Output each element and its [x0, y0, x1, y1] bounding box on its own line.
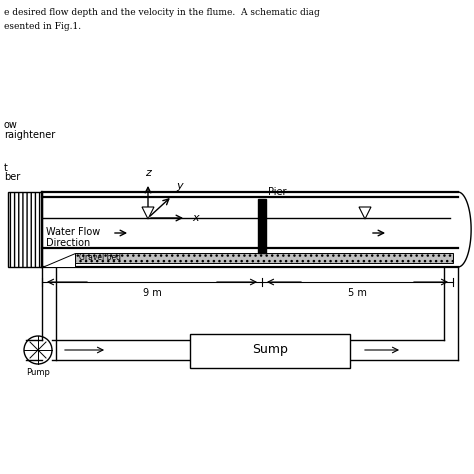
- Text: Pump: Pump: [26, 368, 50, 377]
- Text: t: t: [4, 163, 8, 173]
- Text: esented in Fig.1.: esented in Fig.1.: [4, 22, 81, 31]
- Text: ber: ber: [4, 172, 20, 182]
- Bar: [190, 334, 350, 368]
- Text: Sump: Sump: [252, 344, 288, 356]
- Text: ow: ow: [4, 120, 18, 130]
- Polygon shape: [359, 207, 371, 219]
- Polygon shape: [42, 253, 75, 267]
- Polygon shape: [142, 207, 154, 219]
- Text: e desired flow depth and the velocity in the flume.  A schematic diag: e desired flow depth and the velocity in…: [4, 8, 320, 17]
- Text: 9 m: 9 m: [143, 288, 161, 298]
- Text: z: z: [145, 168, 151, 178]
- Text: Gravel bed: Gravel bed: [79, 254, 121, 263]
- Text: Direction: Direction: [46, 238, 90, 248]
- Bar: [8, 192, 42, 267]
- Text: Water Flow: Water Flow: [46, 227, 100, 237]
- Text: Pier: Pier: [268, 187, 286, 197]
- Text: y: y: [176, 181, 182, 191]
- Bar: [258, 199, 266, 253]
- Text: 5 m: 5 m: [348, 288, 367, 298]
- Bar: [75, 253, 453, 263]
- Text: x: x: [192, 213, 199, 223]
- Text: raightener: raightener: [4, 130, 55, 140]
